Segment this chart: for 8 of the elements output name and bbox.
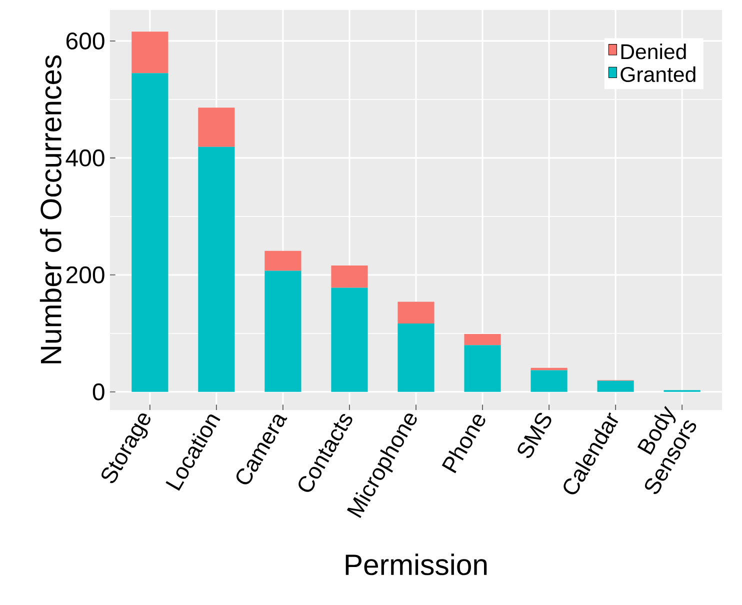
y-tick-label: 600 [66,32,104,50]
y-tick-label: 200 [66,266,104,284]
legend-label: Granted [620,66,696,82]
legend-label: Denied [621,44,686,60]
y-axis-title: Number of Occurrences [40,55,62,364]
y-tick-label: 400 [66,149,104,166]
y-tick-label: 0 [92,383,104,400]
x-axis-title: Permission [346,554,487,576]
